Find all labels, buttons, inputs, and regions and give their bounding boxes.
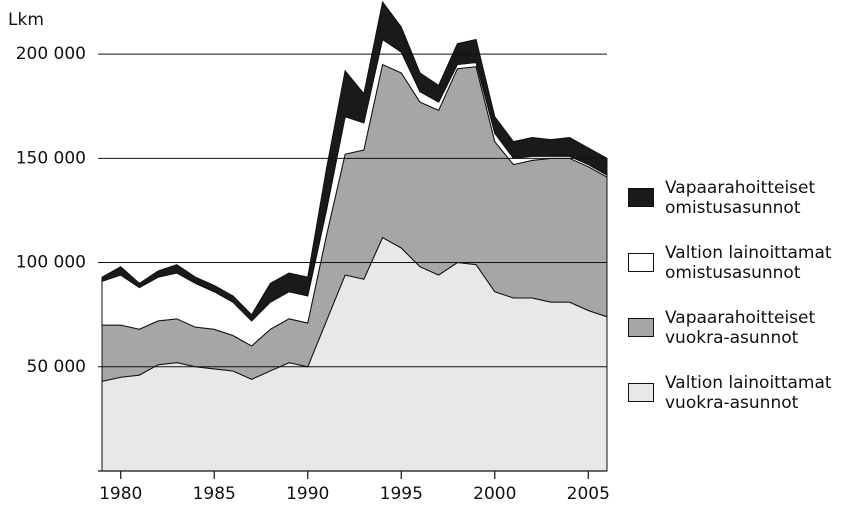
x-tick-label: 1990 — [286, 484, 329, 504]
y-tick-label: 50 000 — [27, 357, 86, 377]
y-tick-label: 200 000 — [16, 44, 86, 64]
y-tick-label: 100 000 — [16, 253, 86, 273]
x-tick-label: 1985 — [193, 484, 236, 504]
legend-swatch — [628, 318, 654, 337]
x-tick-label: 2005 — [567, 484, 610, 504]
legend-swatch — [628, 383, 654, 402]
legend-swatch — [628, 188, 654, 207]
y-axis-label: Lkm — [8, 10, 44, 30]
x-tick-label: 1980 — [99, 484, 142, 504]
area — [101, 0, 608, 322]
legend-label: Vapaarahoitteiset omistusasunnot — [665, 178, 816, 218]
x-tick-label: 1995 — [380, 484, 423, 504]
legend-label: Valtion lainoittamat vuokra-asunnot — [665, 373, 832, 413]
y-tick-label: 150 000 — [16, 148, 86, 168]
legend-swatch — [628, 253, 654, 272]
legend-label: Valtion lainoittamat omistusasunnot — [665, 243, 832, 283]
x-tick-label: 2000 — [473, 484, 516, 504]
legend-label: Vapaarahoitteiset vuokra-asunnot — [665, 308, 816, 348]
